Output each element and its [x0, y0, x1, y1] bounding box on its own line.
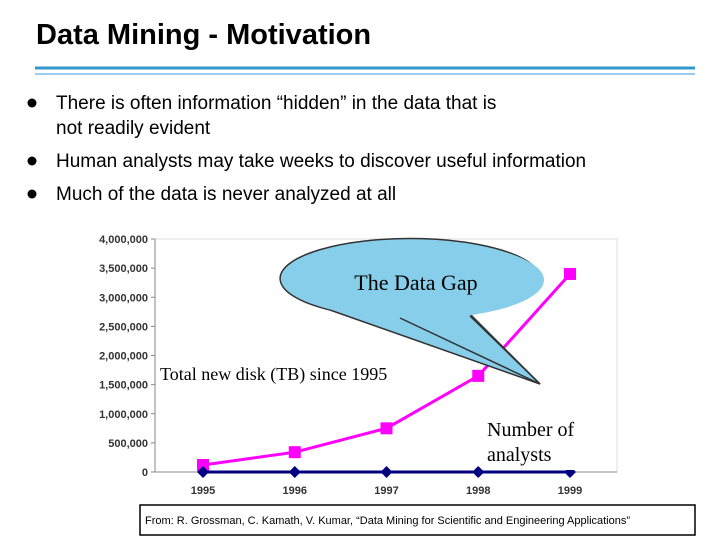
bullet-text: Human analysts may take weeks to discove… — [56, 151, 586, 172]
data-point — [288, 466, 301, 478]
y-tick-label: 1,000,000 — [99, 409, 148, 421]
bullet-dot — [27, 189, 37, 199]
series-label: Total new disk (TB) since 1995 — [160, 364, 387, 385]
callout-edge — [469, 315, 541, 385]
y-tick-label: 2,500,000 — [99, 321, 148, 333]
y-tick-label: 4,000,000 — [99, 234, 148, 246]
y-tick-label: 3,500,000 — [99, 263, 148, 275]
x-tick-label: 1996 — [283, 485, 307, 497]
bullet-dot — [27, 156, 37, 166]
y-tick-label: 1,500,000 — [99, 380, 148, 392]
y-tick-label: 2,000,000 — [99, 351, 148, 363]
series-label: Number of analysts — [487, 419, 575, 466]
slide-title: Data Mining - Motivation — [36, 19, 371, 51]
y-tick-label: 3,000,000 — [99, 292, 148, 304]
bullet-text: There is often information “hidden” in t… — [56, 93, 496, 139]
callout-text: The Data Gap — [354, 270, 477, 295]
data-point — [564, 267, 576, 280]
y-tick-label: 500,000 — [108, 438, 148, 450]
x-tick-label: 1998 — [466, 485, 490, 497]
data-point — [380, 422, 393, 435]
data-point — [197, 466, 209, 478]
data-point — [380, 466, 393, 478]
x-tick-label: 1995 — [191, 485, 215, 497]
chart: 0 500,000 1,000,000 1,500,000 2,000,000 2,500… — [99, 234, 617, 497]
x-tick-label: 1999 — [558, 485, 582, 497]
series-label-bg — [157, 360, 452, 386]
data-point — [472, 466, 485, 478]
citation-box — [139, 504, 696, 536]
data-point — [288, 446, 301, 459]
data-point — [472, 369, 485, 382]
y-tick-label: 0 — [142, 467, 148, 479]
series-label-bg — [484, 412, 594, 470]
bullet-text: Much of the data is never analyzed at al… — [56, 184, 396, 205]
citation: From: R. Grossman, C. Kamath, V. Kumar, … — [145, 515, 630, 527]
data-point — [197, 459, 209, 472]
callout-edge — [399, 317, 541, 385]
callout-body — [286, 241, 544, 319]
bullet-dot — [27, 98, 37, 108]
x-tick-label: 1997 — [374, 485, 398, 497]
